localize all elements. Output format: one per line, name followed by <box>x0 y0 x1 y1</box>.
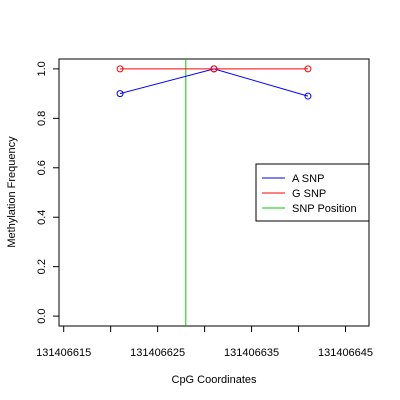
x-axis: 131406615 131406625 131406635 131406645 <box>36 325 373 359</box>
legend-label-a-snp: A SNP <box>292 173 324 185</box>
y-axis-title: Methylation Frequency <box>6 136 18 248</box>
g-snp-point <box>210 65 218 73</box>
legend-label-snp-position: SNP Position <box>292 203 357 215</box>
x-tick-label: 131406625 <box>130 347 185 359</box>
a-snp-point <box>116 90 124 98</box>
plot-layer <box>116 59 312 326</box>
g-snp-point <box>116 65 124 73</box>
x-tick-label: 131406635 <box>224 347 279 359</box>
y-tick-label: 0.0 <box>36 308 48 323</box>
x-tick-label: 131406615 <box>36 347 91 359</box>
y-tick-label: 0.6 <box>36 160 48 175</box>
y-axis: 0.0 0.2 0.4 0.6 0.8 1.0 <box>36 61 60 324</box>
legend-box <box>255 163 370 222</box>
a-snp-line <box>119 68 309 97</box>
g-snp-point <box>304 65 312 73</box>
y-tick-label: 0.4 <box>36 210 48 225</box>
legend-label-g-snp: G SNP <box>292 188 326 200</box>
x-tick-label: 131406645 <box>318 347 373 359</box>
x-axis-title: CpG Coordinates <box>172 374 257 386</box>
y-tick-label: 0.2 <box>36 259 48 274</box>
y-tick-label: 1.0 <box>36 61 48 76</box>
a-snp-point <box>304 92 312 100</box>
legend: A SNP G SNP SNP Position <box>255 163 370 222</box>
y-tick-label: 0.8 <box>36 111 48 126</box>
